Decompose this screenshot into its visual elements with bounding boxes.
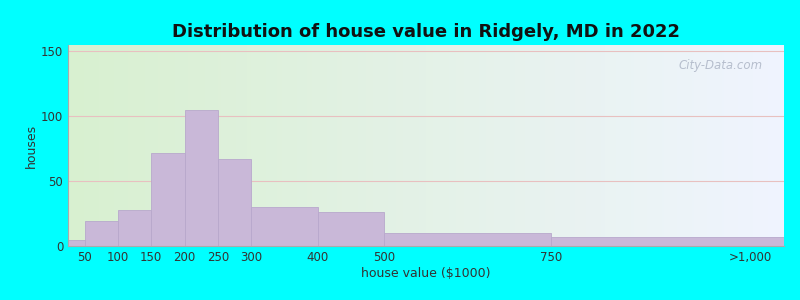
X-axis label: house value ($1000): house value ($1000)	[362, 267, 490, 280]
Bar	[551, 237, 784, 246]
Text: City-Data.com: City-Data.com	[678, 59, 762, 72]
Bar	[185, 110, 218, 246]
Bar	[68, 239, 102, 246]
Title: Distribution of house value in Ridgely, MD in 2022: Distribution of house value in Ridgely, …	[172, 23, 680, 41]
Bar	[251, 207, 318, 246]
Bar	[118, 210, 151, 246]
Bar	[151, 153, 185, 246]
Bar	[85, 221, 118, 246]
Y-axis label: houses: houses	[25, 123, 38, 168]
Bar	[318, 212, 384, 246]
Bar	[218, 159, 251, 246]
Bar	[384, 233, 551, 246]
